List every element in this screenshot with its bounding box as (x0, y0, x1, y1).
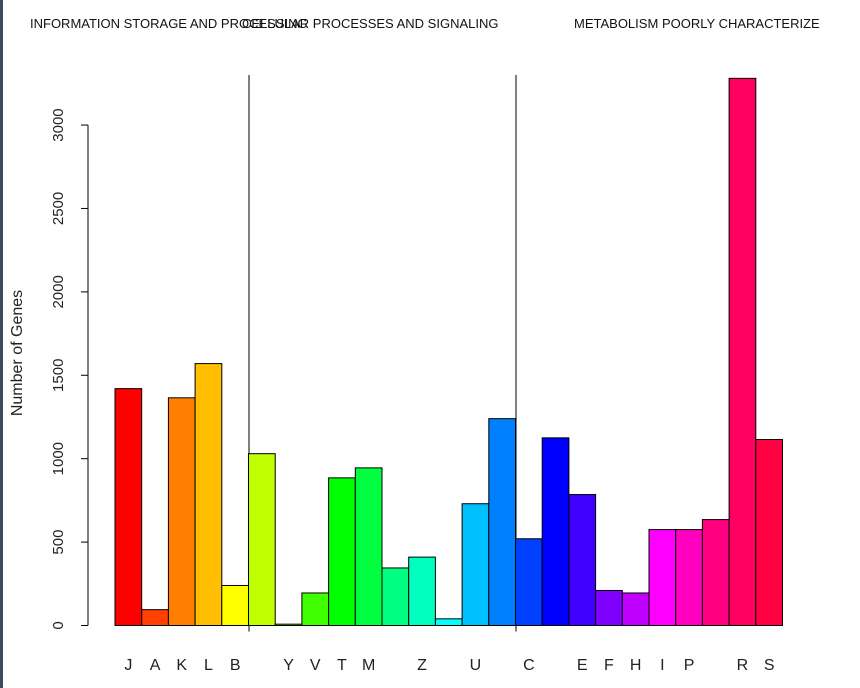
bar-B (221, 584, 250, 626)
bar-U (461, 503, 490, 626)
bar-Z (408, 556, 436, 627)
y-axis: 0 500 1000 1500 2000 2500 3000 (50, 108, 89, 630)
x-tick-label: E (577, 657, 588, 674)
y-tick-label: 500 (50, 530, 67, 555)
bars (114, 77, 783, 627)
y-tick-label: 0 (50, 621, 67, 629)
y-tick-label: 2500 (50, 192, 67, 225)
bar-J (114, 388, 143, 627)
bar-Q (701, 519, 730, 626)
bar-R (728, 77, 757, 626)
group-label: POORLY CHARACTERIZE (662, 16, 820, 31)
x-tick-label: T (337, 657, 347, 674)
x-tick-label: J (124, 657, 132, 674)
bar-O (488, 418, 516, 626)
x-tick-label: U (470, 657, 482, 674)
y-tick-label: 2000 (50, 275, 67, 308)
x-tick-label: P (684, 657, 695, 674)
bar-N (381, 567, 410, 627)
bar-M (354, 467, 383, 626)
bar-V (301, 592, 330, 627)
bar-C (515, 538, 543, 626)
bar-A (141, 609, 169, 627)
group-label: INFORMATION STORAGE AND PROCESSING (30, 16, 308, 31)
bar-I (648, 529, 677, 626)
x-tick-label: M (362, 657, 375, 674)
x-tick-label: R (737, 657, 749, 674)
x-tick-label: Y (283, 657, 294, 674)
bar-K (167, 397, 196, 626)
bar-Y (274, 623, 303, 627)
bar-W (434, 618, 463, 626)
x-tick-label: L (204, 657, 213, 674)
bar-G (541, 437, 570, 627)
bar-F (595, 589, 623, 627)
bar-P (675, 529, 703, 626)
x-tick-label: A (150, 657, 161, 674)
x-tick-label: B (230, 657, 241, 674)
y-tick-label: 3000 (50, 108, 67, 141)
group-labels: INFORMATION STORAGE AND PROCESSINGCELLUL… (30, 16, 820, 31)
group-label: CELLULAR PROCESSES AND SIGNALING (242, 16, 498, 31)
x-tick-label: I (660, 657, 664, 674)
y-axis-label: Number of Genes (9, 290, 26, 416)
x-tick-label: S (764, 657, 775, 674)
x-tick-label: Z (417, 657, 427, 674)
window-edge (0, 0, 3, 688)
bar-H (621, 592, 650, 627)
x-tick-label: H (630, 657, 642, 674)
y-tick-label: 1500 (50, 359, 67, 392)
x-tick-label: V (310, 657, 321, 674)
bar-T (328, 477, 356, 626)
bar-E (568, 494, 597, 626)
x-tick-label: K (176, 657, 187, 674)
y-tick-label: 1000 (50, 442, 67, 475)
group-label: METABOLISM (574, 16, 658, 31)
x-tick-label: F (604, 657, 614, 674)
x-tick-label: C (523, 657, 535, 674)
bar-L (194, 363, 223, 626)
bar-S (755, 438, 783, 627)
bar-D (248, 453, 276, 626)
